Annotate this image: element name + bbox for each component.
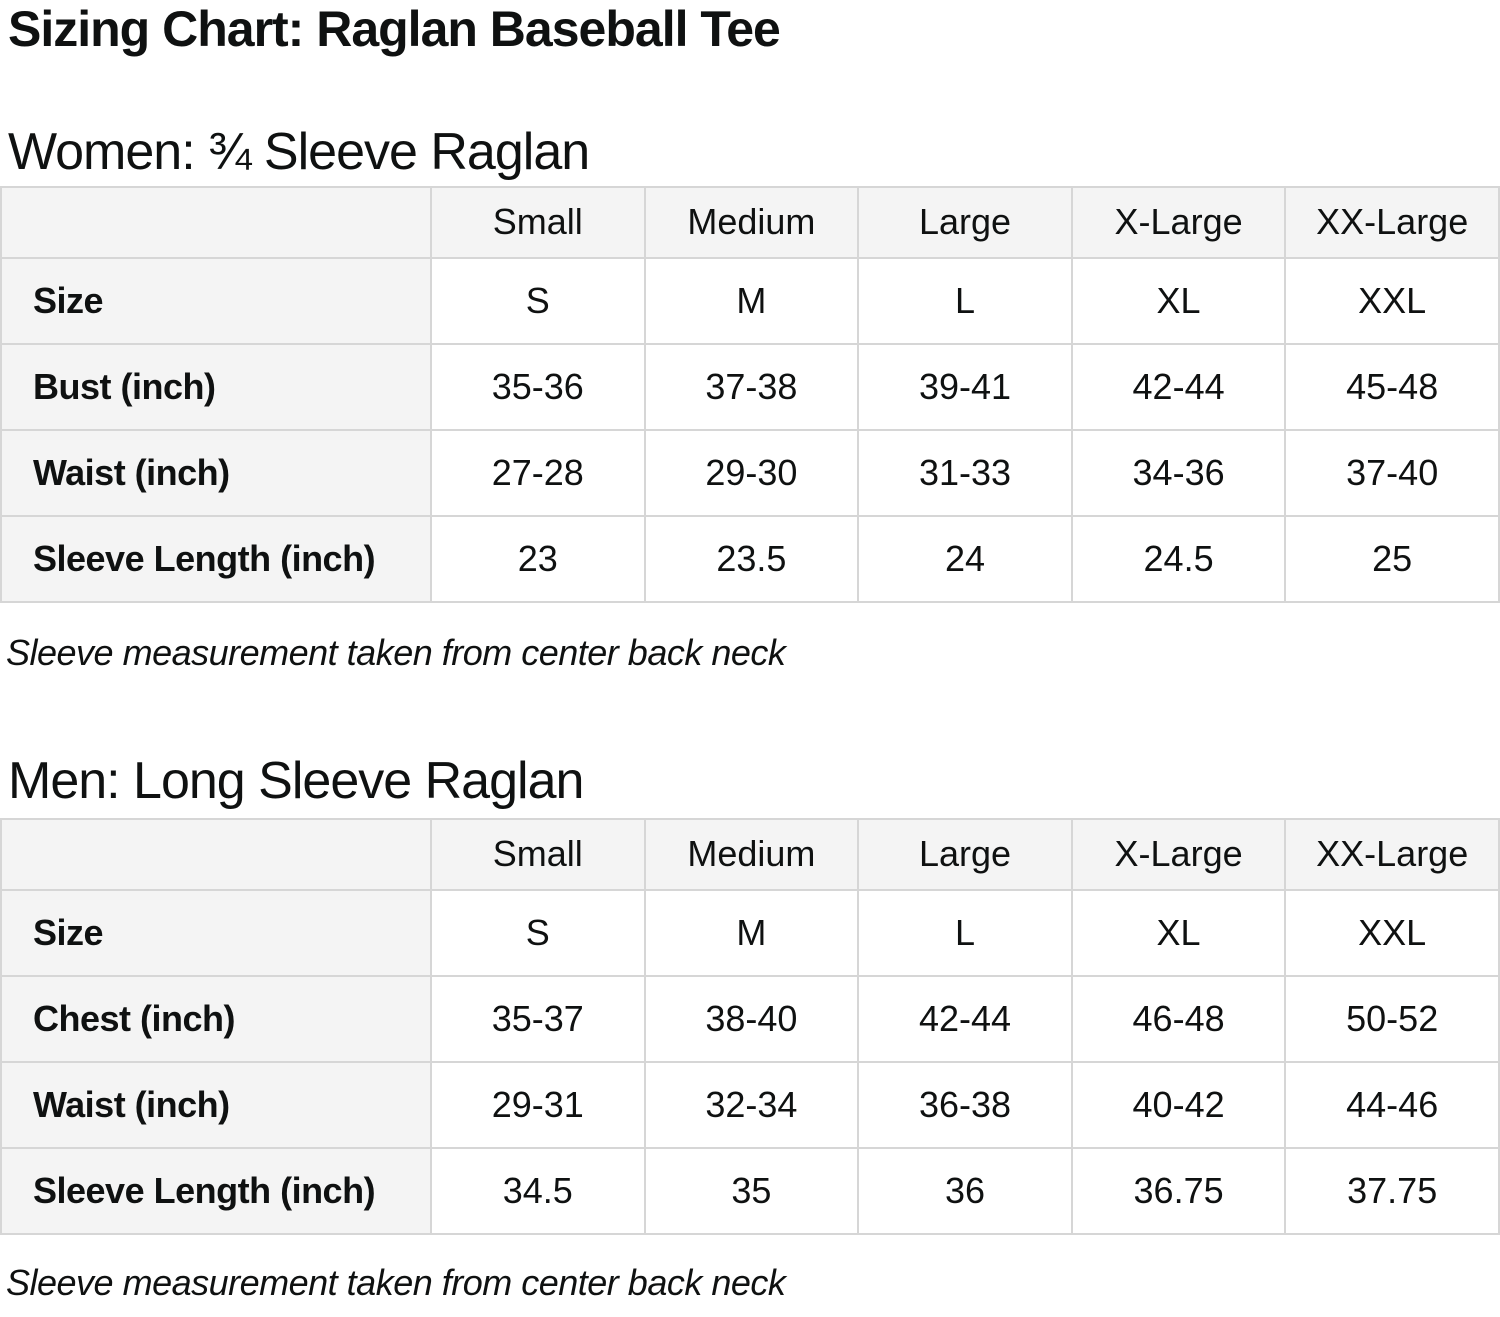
table-cell: 35 [643,1146,860,1235]
table-cell: 45-48 [1284,342,1500,431]
row-label: Size [0,888,432,977]
table-cell: 23 [430,514,646,603]
table-cell: 27-28 [430,428,646,517]
table-row-size: Size S M L XL XXL [0,256,1500,345]
column-header-medium: Medium [643,185,860,259]
row-label: Bust (inch) [0,342,432,431]
table-cell: 35-37 [430,974,646,1063]
table-cell: XL [1070,256,1287,345]
table-header-row: Small Medium Large X-Large XX-Large [0,185,1500,259]
table-cell: 50-52 [1284,974,1500,1063]
table-cell: L [857,256,1073,345]
column-header-medium: Medium [643,817,860,891]
table-cell: 46-48 [1070,974,1287,1063]
row-label: Waist (inch) [0,1060,432,1149]
table-cell: 24 [857,514,1073,603]
table-cell: 36-38 [857,1060,1073,1149]
table-cell: M [643,888,860,977]
corner-cell [0,185,432,259]
table-cell: 24.5 [1070,514,1287,603]
sizing-table-women: Small Medium Large X-Large XX-Large Size… [0,185,1500,603]
column-header-x-large: X-Large [1070,185,1287,259]
row-label: Size [0,256,432,345]
table-row-chest: Chest (inch) 35-37 38-40 42-44 46-48 50-… [0,974,1500,1063]
row-label: Chest (inch) [0,974,432,1063]
table-cell: 34-36 [1070,428,1287,517]
column-header-large: Large [857,185,1073,259]
table-cell: 23.5 [643,514,860,603]
table-cell: 35-36 [430,342,646,431]
table-cell: XL [1070,888,1287,977]
table-cell: L [857,888,1073,977]
table-header-row: Small Medium Large X-Large XX-Large [0,817,1500,891]
column-header-xx-large: XX-Large [1284,185,1500,259]
table-cell: 31-33 [857,428,1073,517]
row-label: Sleeve Length (inch) [0,514,432,603]
table-cell: 42-44 [1070,342,1287,431]
row-label: Sleeve Length (inch) [0,1146,432,1235]
table-cell: 37-38 [643,342,860,431]
table-cell: XXL [1284,888,1500,977]
column-header-xx-large: XX-Large [1284,817,1500,891]
table-row-bust: Bust (inch) 35-36 37-38 39-41 42-44 45-4… [0,342,1500,431]
table-cell: S [430,256,646,345]
column-header-x-large: X-Large [1070,817,1287,891]
table-cell: 38-40 [643,974,860,1063]
corner-cell [0,817,432,891]
table-row-sleeve-length: Sleeve Length (inch) 23 23.5 24 24.5 25 [0,514,1500,603]
page-title: Sizing Chart: Raglan Baseball Tee [8,1,781,57]
table-cell: 29-30 [643,428,860,517]
section-heading-men: Men: Long Sleeve Raglan [8,751,584,810]
table-cell: S [430,888,646,977]
table-cell: 36 [857,1146,1073,1235]
table-row-size: Size S M L XL XXL [0,888,1500,977]
table-cell: 36.75 [1070,1146,1287,1235]
column-header-small: Small [430,185,646,259]
table-cell: 39-41 [857,342,1073,431]
section-heading-women: Women: ¾ Sleeve Raglan [8,123,590,181]
sleeve-measurement-footnote: Sleeve measurement taken from center bac… [6,1261,786,1303]
sizing-table-men: Small Medium Large X-Large XX-Large Size… [0,817,1500,1235]
table-cell: 29-31 [430,1060,646,1149]
table-cell: XXL [1284,256,1500,345]
sleeve-measurement-footnote: Sleeve measurement taken from center bac… [6,631,786,673]
table-cell: M [643,256,860,345]
table-cell: 25 [1284,514,1500,603]
column-header-small: Small [430,817,646,891]
table-cell: 34.5 [430,1146,646,1235]
table-cell: 37.75 [1284,1146,1500,1235]
table-cell: 44-46 [1284,1060,1500,1149]
table-cell: 37-40 [1284,428,1500,517]
table-row-waist: Waist (inch) 27-28 29-30 31-33 34-36 37-… [0,428,1500,517]
table-cell: 42-44 [857,974,1073,1063]
table-row-sleeve-length: Sleeve Length (inch) 34.5 35 36 36.75 37… [0,1146,1500,1235]
table-row-waist: Waist (inch) 29-31 32-34 36-38 40-42 44-… [0,1060,1500,1149]
table-cell: 40-42 [1070,1060,1287,1149]
table-cell: 32-34 [643,1060,860,1149]
column-header-large: Large [857,817,1073,891]
row-label: Waist (inch) [0,428,432,517]
